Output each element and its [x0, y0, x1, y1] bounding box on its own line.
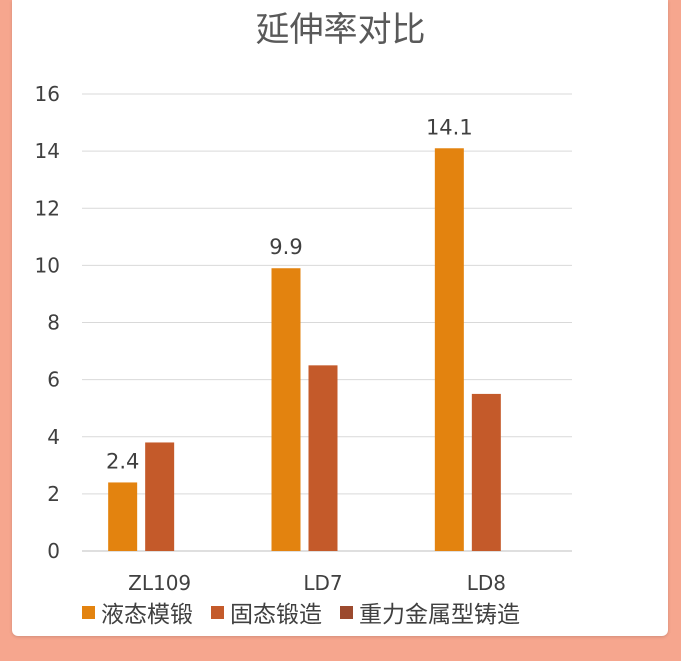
- x-tick-label-LD7: LD7: [303, 571, 342, 595]
- bars: [108, 148, 501, 552]
- y-tick-label: 10: [35, 253, 60, 277]
- legend-label-2: 重力金属型铸造: [359, 602, 520, 628]
- y-axis-tick-labels: 0 2 4 6 8 10 12 14 16: [35, 82, 60, 563]
- x-tick-label-ZL109: ZL109: [128, 571, 191, 595]
- legend-item-1[interactable]: 固态锻造: [211, 595, 322, 629]
- y-tick-label: 14: [35, 139, 60, 163]
- y-tick-label: 8: [47, 311, 60, 335]
- y-tick-label: 16: [35, 82, 60, 106]
- bar-LD8-series-0[interactable]: [434, 148, 464, 552]
- data-label-LD7: 9.9: [269, 235, 302, 259]
- data-label-ZL109: 2.4: [106, 449, 139, 473]
- chart-title: 延伸率对比: [255, 10, 426, 50]
- y-tick-label: 6: [47, 368, 60, 392]
- bar-ZL109-series-0[interactable]: [108, 482, 138, 551]
- data-label-LD8: 14.1: [426, 115, 473, 139]
- y-tick-label: 2: [47, 482, 60, 506]
- y-tick-label: 0: [47, 539, 60, 563]
- bar-LD7-series-0[interactable]: [271, 268, 301, 551]
- bar-LD7-series-1[interactable]: [308, 365, 338, 551]
- legend-swatch-1: [211, 605, 224, 619]
- data-labels: 2.4 9.9 14.1: [106, 115, 473, 473]
- legend-label-0: 液态模锻: [101, 602, 193, 628]
- legend-swatch-0: [82, 605, 95, 619]
- legend-item-0[interactable]: 液态模锻: [82, 595, 193, 629]
- y-tick-label: 4: [47, 425, 60, 449]
- x-axis-category-labels: ZL109 LD7 LD8: [128, 571, 506, 595]
- x-tick-label-LD8: LD8: [467, 571, 506, 595]
- bar-ZL109-series-1[interactable]: [145, 442, 175, 551]
- bar-LD8-series-1[interactable]: [471, 393, 501, 551]
- y-tick-label: 12: [35, 196, 60, 220]
- legend: 液态模锻 固态锻造 重力金属型铸造: [82, 595, 538, 629]
- legend-label-1: 固态锻造: [230, 602, 322, 628]
- legend-item-2[interactable]: 重力金属型铸造: [340, 595, 520, 629]
- legend-swatch-2: [340, 605, 353, 619]
